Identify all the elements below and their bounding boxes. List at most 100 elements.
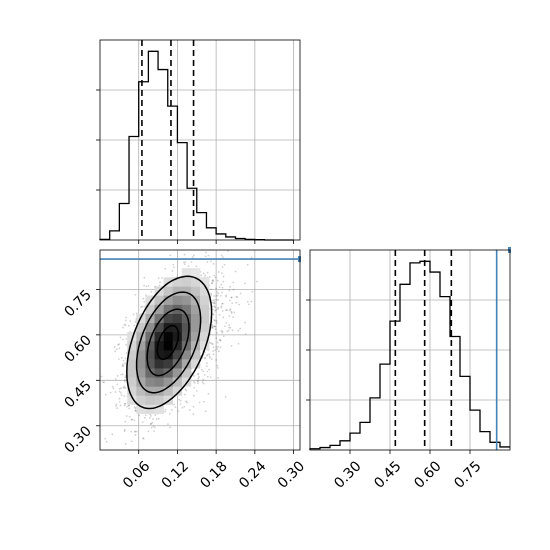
sample-point [117,358,120,361]
sample-point [134,409,137,412]
quantile-lines [141,40,195,240]
sample-point [122,359,125,362]
sample-point [120,394,123,396]
sample-point [219,339,222,342]
sample-point [133,324,136,327]
sample-point [216,279,219,282]
sample-point [179,403,182,405]
density-cell [154,295,164,305]
sample-point [114,391,117,393]
histogram-line [309,260,510,450]
density-cell [200,340,210,351]
density-cell [145,340,155,351]
density-cell [154,368,164,378]
sample-point [217,271,220,273]
sample-point [134,293,137,296]
sample-point [213,325,216,328]
density-cell [190,268,201,278]
density-cell [181,277,192,287]
sample-point [124,402,127,405]
sample-point [206,353,209,356]
density-cell [127,368,137,378]
sample-point [169,426,172,429]
sample-point [143,276,146,279]
sample-point [150,290,153,293]
sample-point [134,434,137,436]
sample-point [171,270,174,272]
sample-point [118,397,121,400]
quantile-lines [394,250,453,450]
sample-point [232,288,235,291]
sample-point [210,294,212,296]
sample-point [213,295,216,297]
sample-point [212,343,214,345]
sample-point [235,301,238,304]
sample-point [185,400,188,403]
sample-point [207,392,210,395]
sample-point [228,326,231,329]
sample-point [215,321,218,324]
density-cell [200,322,210,333]
sample-point [123,395,126,397]
sample-point [181,406,184,409]
sample-point [136,430,138,433]
sample-point [206,370,209,373]
sample-point [212,350,214,353]
sample-point [251,290,254,293]
sample-point [232,316,235,319]
sample-point [217,350,220,353]
sample-point [224,396,227,398]
density-cell [136,377,146,387]
density-cell [154,404,164,414]
sample-point [138,414,141,417]
sample-point [220,272,223,274]
sample-point [173,403,175,406]
sample-point [122,326,124,329]
sample-point [219,294,222,297]
density-cell [181,322,192,333]
sample-point [125,316,128,319]
sample-point [147,284,150,287]
sample-point [225,309,227,312]
sample-point [230,296,233,299]
sample-point [216,348,219,350]
density-cell [172,386,183,396]
density-cell [200,286,210,296]
sample-point [211,327,214,329]
density-cell [154,350,164,360]
sample-point [187,265,190,268]
sample-point [237,342,240,345]
sample-point [192,394,195,397]
sample-point [159,281,161,284]
sample-point [221,302,223,305]
sample-point [204,274,207,277]
sample-point [121,364,124,367]
sample-point [134,321,137,323]
sample-point [186,401,188,404]
sample-point [149,423,152,425]
sample-point [244,282,246,285]
sample-point [198,401,201,404]
sample-point [100,375,103,378]
sample-point [250,300,253,303]
sample-point [184,260,187,263]
sample-point [216,341,219,344]
sample-point [179,399,182,402]
histogram-steps [99,50,294,241]
sample-point [218,339,221,342]
density-cell [200,295,210,305]
density-cell [163,313,174,324]
sample-point [210,292,213,295]
density-cell [154,304,164,314]
sample-point [124,420,127,423]
sample-point [171,409,173,411]
density-cell [127,395,137,405]
sample-point [130,418,133,421]
sample-point [200,368,203,371]
histogram-steps [309,260,510,450]
sample-point [128,404,130,407]
sample-point [103,381,105,384]
sample-point [193,381,196,384]
density-cell [145,331,155,342]
sample-point [161,277,163,279]
